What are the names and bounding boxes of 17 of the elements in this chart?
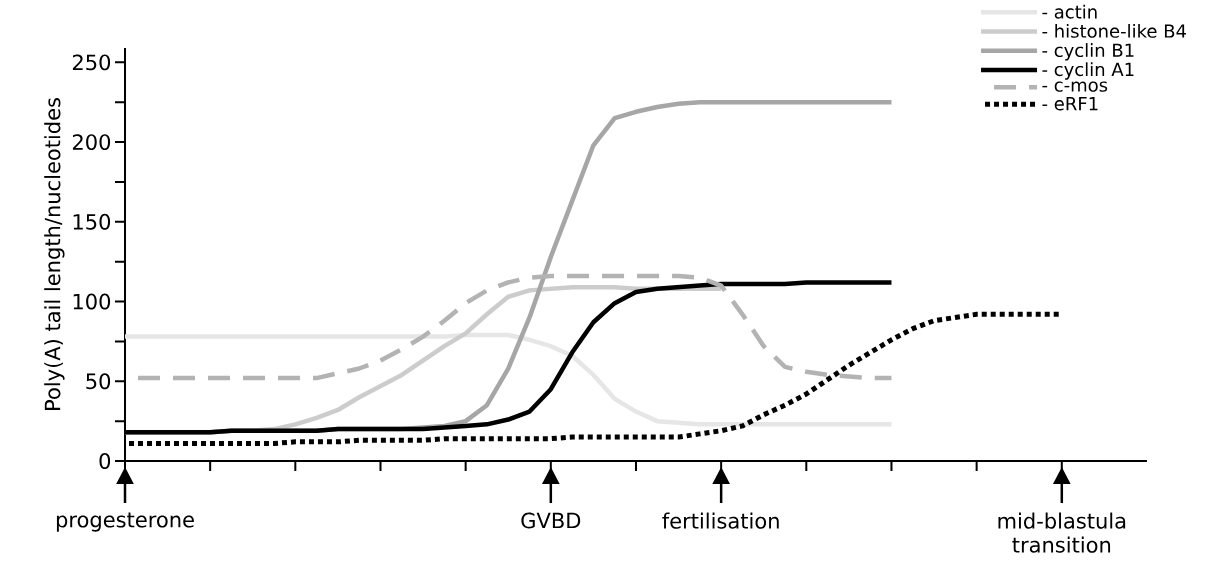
y-tick-label: 150 <box>73 213 111 230</box>
legend-label: - cyclin B1 <box>1042 43 1134 61</box>
x-tick-label: GVBD <box>521 512 581 529</box>
y-axis-title: Poly(A) tail length/nucleotides <box>44 98 65 410</box>
y-tick-label: 250 <box>72 54 111 71</box>
legend-label: - actin <box>1042 4 1097 19</box>
y-tick-label: 200 <box>72 134 111 151</box>
y-tick-label: 0 <box>99 453 111 469</box>
x-tick-label: mid-blastula transition <box>998 512 1126 553</box>
legend-label: - eRF1 <box>1042 97 1098 111</box>
x-tick-label: fertilisation <box>662 512 779 529</box>
legend-label: - c-mos <box>1042 81 1108 92</box>
legend-label: - cyclin A1 <box>1042 62 1134 80</box>
y-tick-label: 100 <box>73 293 111 310</box>
x-tick-label: progesterone <box>56 512 194 532</box>
y-tick-label: 50 <box>86 373 111 390</box>
legend-label: - histone-like B4 <box>1042 23 1186 38</box>
